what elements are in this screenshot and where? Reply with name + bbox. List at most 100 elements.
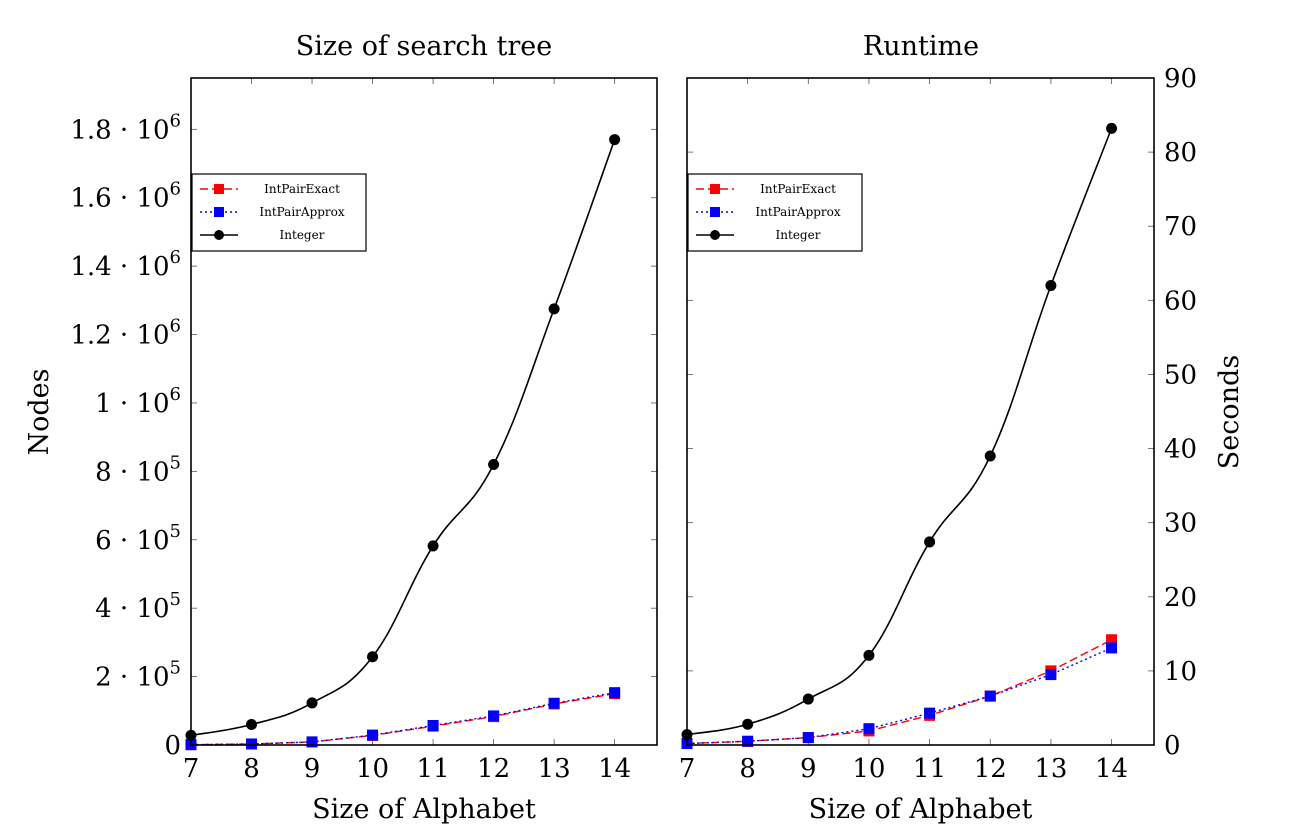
y-tick-base: 90 [1164, 64, 1197, 94]
y-tick-base: 20 [1164, 583, 1197, 613]
data-point-intpairapprox [802, 732, 814, 744]
data-point-intpairapprox [863, 723, 875, 735]
y-tick-exponent: 6 [170, 110, 181, 131]
y-tick-base: 2 · 10 [95, 663, 169, 693]
legend-label: Integer [776, 228, 821, 242]
series-line-intpairapprox [686, 647, 1112, 745]
y-tick-base: 60 [1164, 286, 1197, 316]
y-tick-exponent: 6 [170, 316, 181, 337]
y-tick-label: 1.2 · 106 [70, 316, 181, 351]
y-tick-label: 0 [1164, 731, 1181, 761]
data-point-intpairapprox [548, 697, 560, 709]
y-tick-label: 0 [164, 731, 181, 761]
data-point-integer [742, 718, 754, 730]
y-tick-base: 1.4 · 10 [70, 252, 169, 282]
x-tick-label: 7 [679, 754, 696, 784]
y-tick-label: 30 [1164, 509, 1197, 539]
legend: IntPairExact IntPairApprox Integer [687, 173, 863, 252]
data-point-intpairapprox [367, 729, 379, 741]
y-tick-label: 1 · 106 [95, 384, 181, 419]
data-point-intpairapprox [609, 687, 621, 699]
data-point-intpairapprox [742, 735, 754, 747]
y-tick-base: 30 [1164, 509, 1197, 539]
y-tick-base: 0 [164, 731, 181, 761]
chart-title: Size of search tree [296, 31, 552, 62]
y-tick-label: 70 [1164, 212, 1197, 242]
data-point-integer [984, 450, 996, 462]
y-tick-label: 40 [1164, 435, 1197, 465]
legend-marker-intpairexact [214, 184, 224, 194]
y-tick-base: 40 [1164, 435, 1197, 465]
x-tick-label: 14 [1095, 754, 1128, 784]
x-tick-label: 13 [538, 754, 571, 784]
x-tick-label: 14 [598, 754, 631, 784]
y-tick-label: 1.8 · 106 [70, 110, 181, 145]
data-point-integer [488, 459, 500, 471]
y-tick-exponent: 5 [170, 452, 181, 473]
legend-label: IntPairExact [264, 182, 340, 196]
x-tick-label: 13 [1034, 754, 1067, 784]
x-tick-label: 12 [974, 754, 1007, 784]
x-tick-label: 10 [852, 754, 885, 784]
legend: IntPairExact IntPairApprox Integer [191, 173, 367, 252]
y-tick-base: 0 [1164, 731, 1181, 761]
y-tick-label: 6 · 105 [95, 521, 181, 556]
y-tick-base: 50 [1164, 360, 1197, 390]
data-point-integer [367, 651, 379, 663]
y-tick-base: 1 · 10 [95, 389, 169, 419]
y-tick-exponent: 6 [170, 179, 181, 200]
data-point-integer [1106, 122, 1118, 134]
data-point-intpairapprox [984, 690, 996, 702]
y-tick-exponent: 5 [170, 521, 181, 542]
legend-label: IntPairApprox [259, 205, 345, 219]
legend-label: IntPairApprox [755, 205, 841, 219]
x-tick-label: 10 [356, 754, 389, 784]
y-tick-exponent: 5 [170, 589, 181, 610]
panel-search-tree: Size of search tree Size of Alphabet Nodes… [24, 31, 658, 825]
legend-marker-integer [710, 230, 720, 240]
y-tick-base: 70 [1164, 212, 1197, 242]
x-tick-label: 12 [477, 754, 510, 784]
y-tick-base: 8 · 10 [95, 457, 169, 487]
data-point-integer [548, 303, 560, 315]
data-point-integer [924, 536, 936, 548]
y-tick-label: 4 · 105 [95, 589, 181, 624]
y-tick-base: 4 · 10 [95, 594, 169, 624]
data-point-integer [802, 693, 814, 705]
x-tick-label: 9 [304, 754, 321, 784]
y-tick-base: 80 [1164, 138, 1197, 168]
data-point-integer [863, 649, 875, 661]
panel-runtime: Runtime Size of Alphabet Seconds 7 8 9 10 11 12 1… [679, 31, 1245, 825]
y-tick-base: 1.2 · 10 [70, 321, 169, 351]
data-point-intpairapprox [427, 720, 439, 732]
x-tick-label: 11 [913, 754, 946, 784]
y-tick-label: 60 [1164, 286, 1197, 316]
plot-frame [686, 77, 1155, 746]
legend-marker-intpairapprox [710, 207, 720, 217]
y-axis-label: Seconds [1214, 355, 1245, 469]
y-tick-exponent: 6 [170, 384, 181, 405]
data-point-integer [246, 718, 258, 730]
data-point-integer [1045, 280, 1057, 292]
legend-marker-intpairexact [710, 184, 720, 194]
legend-label: IntPairExact [760, 182, 836, 196]
data-point-intpairexact [1106, 634, 1118, 646]
series-line-intpairapprox [190, 691, 615, 746]
data-point-intpairapprox [1106, 642, 1118, 654]
y-axis-label: Nodes [24, 369, 55, 456]
legend-label: Integer [280, 228, 325, 242]
y-tick-label: 1.6 · 106 [70, 179, 181, 214]
y-tick-exponent: 6 [170, 247, 181, 268]
legend-marker-integer [214, 230, 224, 240]
data-point-intpairapprox [306, 736, 318, 748]
x-tick-label: 7 [183, 754, 200, 784]
data-point-integer [427, 540, 439, 552]
y-tick-base: 1.6 · 10 [70, 184, 169, 214]
y-tick-label: 1.4 · 106 [70, 247, 181, 282]
data-point-intpairapprox [924, 707, 936, 719]
x-tick-label: 9 [800, 754, 817, 784]
data-point-intpairapprox [1045, 669, 1057, 681]
y-tick-label: 20 [1164, 583, 1197, 613]
y-tick-base: 10 [1164, 657, 1197, 687]
